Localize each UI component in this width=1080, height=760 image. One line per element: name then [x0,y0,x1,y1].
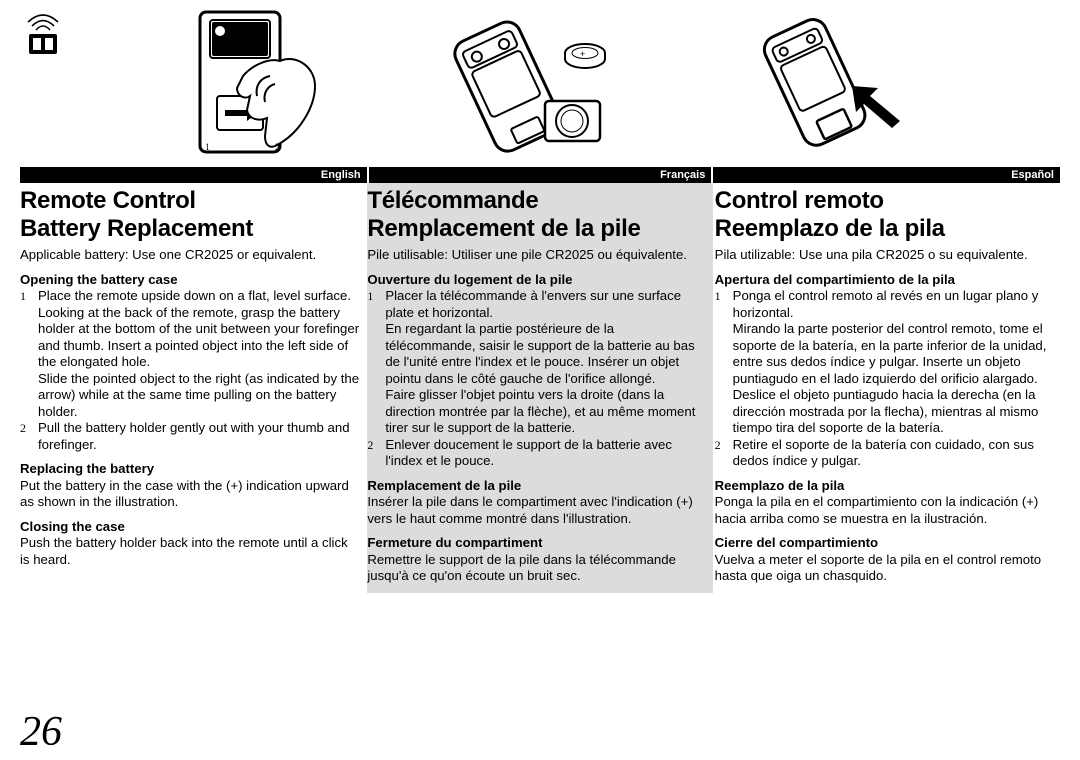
fr-intro: Pile utilisable: Utiliser une pile CR202… [367,245,712,272]
lang-fr: Français [369,167,712,183]
lang-en: English [20,167,367,183]
ir-remote-icon [20,6,66,56]
es-repl: Ponga la pila en el compartimiento con l… [715,494,1054,527]
list-item: 1 Placer la télécommande à l'envers sur … [367,288,706,437]
en-intro: Applicable battery: Use one CR2025 or eq… [20,245,365,272]
es-repl-h: Reemplazo de la pila [715,478,1054,495]
list-item: 2 Enlever doucement le support de la bat… [367,437,706,470]
en-close-h: Closing the case [20,519,359,536]
list-item: 2 Retire el soporte de la batería con cu… [715,437,1054,470]
en-open-h: Opening the battery case [20,272,359,289]
illustration-closing [760,6,950,156]
fr-repl: Insérer la pile dans le compartiment ave… [367,494,706,527]
en-title1: Remote Control [20,183,365,215]
language-bar: English Français Español [20,167,1060,183]
es-close: Vuelva a meter el soporte de la pila en … [715,552,1054,585]
illustration-battery-insert: + [450,6,640,156]
fr-replace: Remplacement de la pile Insérer la pile … [367,478,712,536]
en-close: Push the battery holder back into the re… [20,535,359,568]
es-open-2: Retire el soporte de la batería con cuid… [733,437,1054,470]
fr-open-1a: Placer la télécommande à l'envers sur un… [385,288,706,321]
es-open: Apertura del compartimiento de la pila 1… [715,272,1060,478]
col-english: Remote Control Battery Replacement Appli… [20,183,365,593]
en-open-2: Pull the battery holder gently out with … [38,420,359,453]
page-number: 26 [20,708,62,756]
es-intro: Pila utilizable: Use una pila CR2025 o s… [715,245,1060,272]
svg-text:+: + [580,49,585,59]
en-repl: Put the battery in the case with the (+)… [20,478,359,511]
en-open-1a: Place the remote upside down on a flat, … [38,288,359,305]
fr-open-1c: Faire glisser l'objet pointu vers la dro… [385,387,706,437]
es-open-1b: Mirando la parte posterior del control r… [733,321,1054,387]
fr-close: Remettre le support de la pile dans la t… [367,552,706,585]
es-open-1a: Ponga el control remoto al revés en un l… [733,288,1054,321]
lang-es: Español [713,167,1060,183]
en-open: Opening the battery case 1 Place the rem… [20,272,365,462]
fr-repl-h: Remplacement de la pile [367,478,706,495]
fr-title1: Télécommande [367,183,712,215]
es-title1: Control remoto [715,183,1060,215]
svg-text:1: 1 [205,142,210,152]
svg-text:2: 2 [275,142,280,152]
en-replace: Replacing the battery Put the battery in… [20,461,365,519]
fr-open-2: Enlever doucement le support de la batte… [385,437,706,470]
illustration-opening: 1 2 [175,6,325,156]
fr-close-h: Fermeture du compartiment [367,535,706,552]
fr-title2: Remplacement de la pile [367,215,712,245]
en-open-1c: Slide the pointed object to the right (a… [38,371,359,421]
col-francais: Télécommande Remplacement de la pile Pil… [367,183,712,593]
fr-open: Ouverture du logement de la pile 1 Place… [367,272,712,478]
list-item: 1 Ponga el control remoto al revés en un… [715,288,1054,437]
col-espanol: Control remoto Reemplazo de la pila Pila… [715,183,1060,593]
es-open-h: Apertura del compartimiento de la pila [715,272,1054,289]
fr-open-h: Ouverture du logement de la pile [367,272,706,289]
en-title2: Battery Replacement [20,215,365,245]
illustration-row: 1 2 + [20,6,1060,161]
es-title2: Reemplazo de la pila [715,215,1060,245]
fr-close: Fermeture du compartiment Remettre le su… [367,535,712,593]
columns: Remote Control Battery Replacement Appli… [20,183,1060,593]
es-close: Cierre del compartimiento Vuelva a meter… [715,535,1060,593]
manual-page: 1 2 + [20,6,1060,754]
es-close-h: Cierre del compartimiento [715,535,1054,552]
list-item: 2 Pull the battery holder gently out wit… [20,420,359,453]
en-close: Closing the case Push the battery holder… [20,519,365,577]
en-repl-h: Replacing the battery [20,461,359,478]
es-replace: Reemplazo de la pila Ponga la pila en el… [715,478,1060,536]
fr-open-1b: En regardant la partie postérieure de la… [385,321,706,387]
list-item: 1 Place the remote upside down on a flat… [20,288,359,420]
es-open-1c: Deslice el objeto puntiagudo hacia la de… [733,387,1054,437]
en-open-1b: Looking at the back of the remote, grasp… [38,305,359,371]
